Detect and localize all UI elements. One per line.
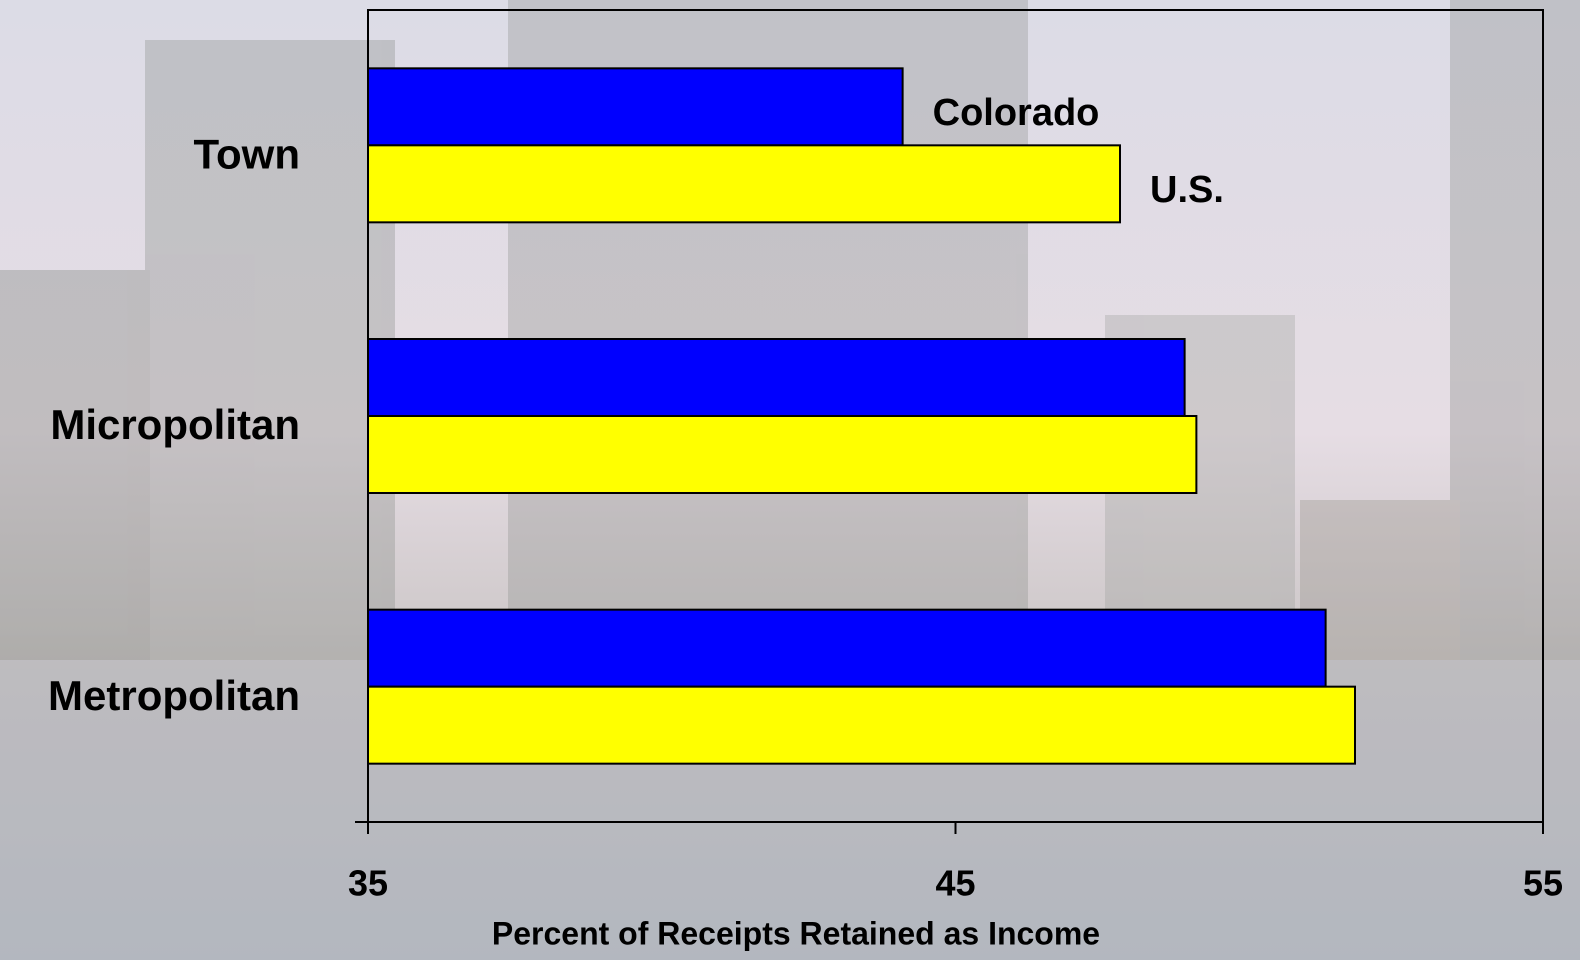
bar (367, 685, 1356, 765)
legend-label: Colorado (933, 92, 1100, 134)
x-tick-label: 55 (1523, 863, 1563, 904)
x-tick-label: 35 (348, 863, 388, 904)
bar (367, 144, 1121, 224)
x-axis-title: Percent of Receipts Retained as Income (492, 915, 1100, 951)
y-tick-label: Metropolitan (48, 672, 300, 719)
bar (367, 338, 1186, 417)
y-tick-label: Micropolitan (50, 401, 300, 448)
y-tick-label: Town (193, 130, 300, 177)
x-tick-label: 45 (935, 863, 975, 904)
bar (367, 415, 1198, 494)
bar (367, 67, 904, 147)
bar (367, 608, 1327, 688)
legend-label: U.S. (1150, 169, 1224, 211)
